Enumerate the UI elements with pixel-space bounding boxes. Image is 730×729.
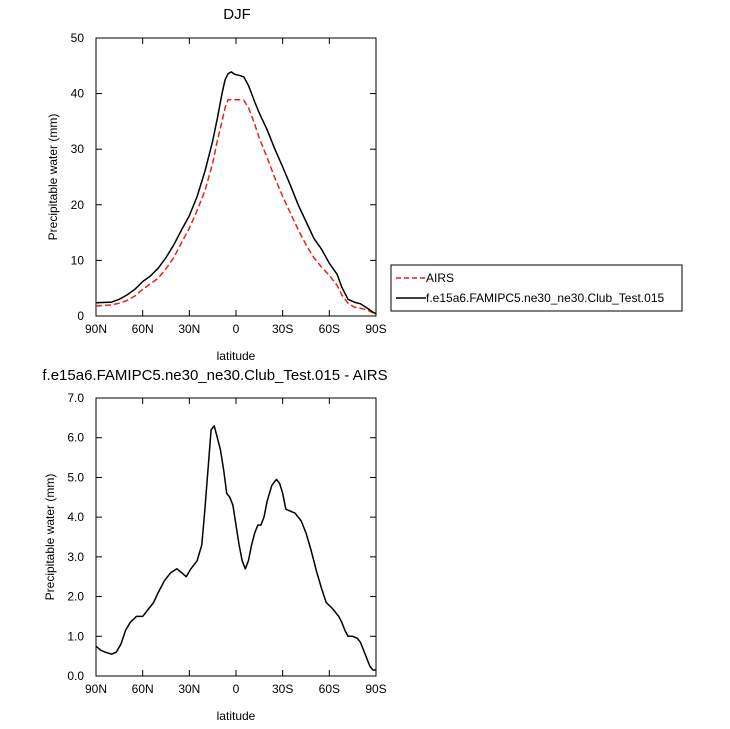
y-axis: 0.0 1.0 2.0 3.0 4.0 5.0 6.0 7.0	[67, 391, 376, 683]
y-tick-label: 4.0	[67, 510, 84, 524]
chart-title: f.e15a6.FAMIPC5.ne30_ne30.Club_Test.015 …	[42, 367, 387, 384]
plot-frame	[95, 37, 377, 317]
y-tick-label: 40	[71, 87, 85, 101]
x-tick-label: 90S	[365, 322, 386, 336]
y-axis: 0 10 20 30 40 50	[71, 31, 376, 323]
y-tick-label: 50	[71, 31, 85, 45]
x-tick-label: 60N	[132, 322, 154, 336]
x-tick-label: 30N	[178, 682, 200, 696]
x-tick-label: 60N	[132, 682, 154, 696]
chart-djf: DJF 90N 60N 30N 0 30S 60S 90S 0 10 20 30 40 50 lati…	[46, 6, 387, 363]
legend: AIRS f.e15a6.FAMIPC5.ne30_ne30.Club_Test…	[390, 264, 683, 312]
y-tick-label: 0	[77, 309, 84, 323]
y-axis-label: Precipitable water (mm)	[46, 114, 60, 241]
y-tick-label: 20	[71, 198, 85, 212]
y-tick-label: 1.0	[67, 629, 84, 643]
y-tick-label: 5.0	[67, 470, 84, 484]
legend-box	[390, 264, 683, 312]
x-tick-label: 60S	[319, 682, 340, 696]
x-tick-label: 90N	[85, 322, 107, 336]
y-tick-label: 2.0	[67, 590, 84, 604]
x-axis-label: latitude	[217, 349, 256, 363]
x-axis: 90N 60N 30N 0 30S 60S 90S	[85, 398, 387, 696]
plot-frame	[95, 397, 377, 677]
y-tick-label: 0.0	[67, 669, 84, 683]
x-tick-label: 0	[233, 322, 240, 336]
series-line-airs	[95, 98, 377, 315]
y-axis-label: Precipitable water (mm)	[43, 474, 57, 601]
legend-entry-airs: AIRS	[426, 271, 454, 285]
x-axis: 90N 60N 30N 0 30S 60S 90S	[85, 38, 387, 336]
y-tick-label: 6.0	[67, 431, 84, 445]
x-tick-label: 60S	[319, 322, 340, 336]
x-axis-label: latitude	[217, 709, 256, 723]
x-tick-label: 0	[233, 682, 240, 696]
series-lines	[95, 425, 376, 671]
x-tick-label: 30N	[178, 322, 200, 336]
x-tick-label: 30S	[272, 682, 293, 696]
x-tick-label: 30S	[272, 322, 293, 336]
chart-title: DJF	[223, 6, 251, 23]
y-tick-label: 10	[71, 253, 85, 267]
y-tick-label: 3.0	[67, 550, 84, 564]
legend-entry-model: f.e15a6.FAMIPC5.ne30_ne30.Club_Test.015	[426, 291, 664, 305]
series-line-f-e15a6-famipc5-ne30-ne30-club-test-015	[95, 71, 377, 315]
y-tick-label: 30	[71, 142, 85, 156]
series-line-difference	[95, 425, 376, 671]
x-tick-label: 90N	[85, 682, 107, 696]
chart-difference: f.e15a6.FAMIPC5.ne30_ne30.Club_Test.015 …	[42, 367, 387, 723]
x-tick-label: 90S	[365, 682, 386, 696]
series-lines	[95, 71, 377, 315]
y-tick-label: 7.0	[67, 391, 84, 405]
